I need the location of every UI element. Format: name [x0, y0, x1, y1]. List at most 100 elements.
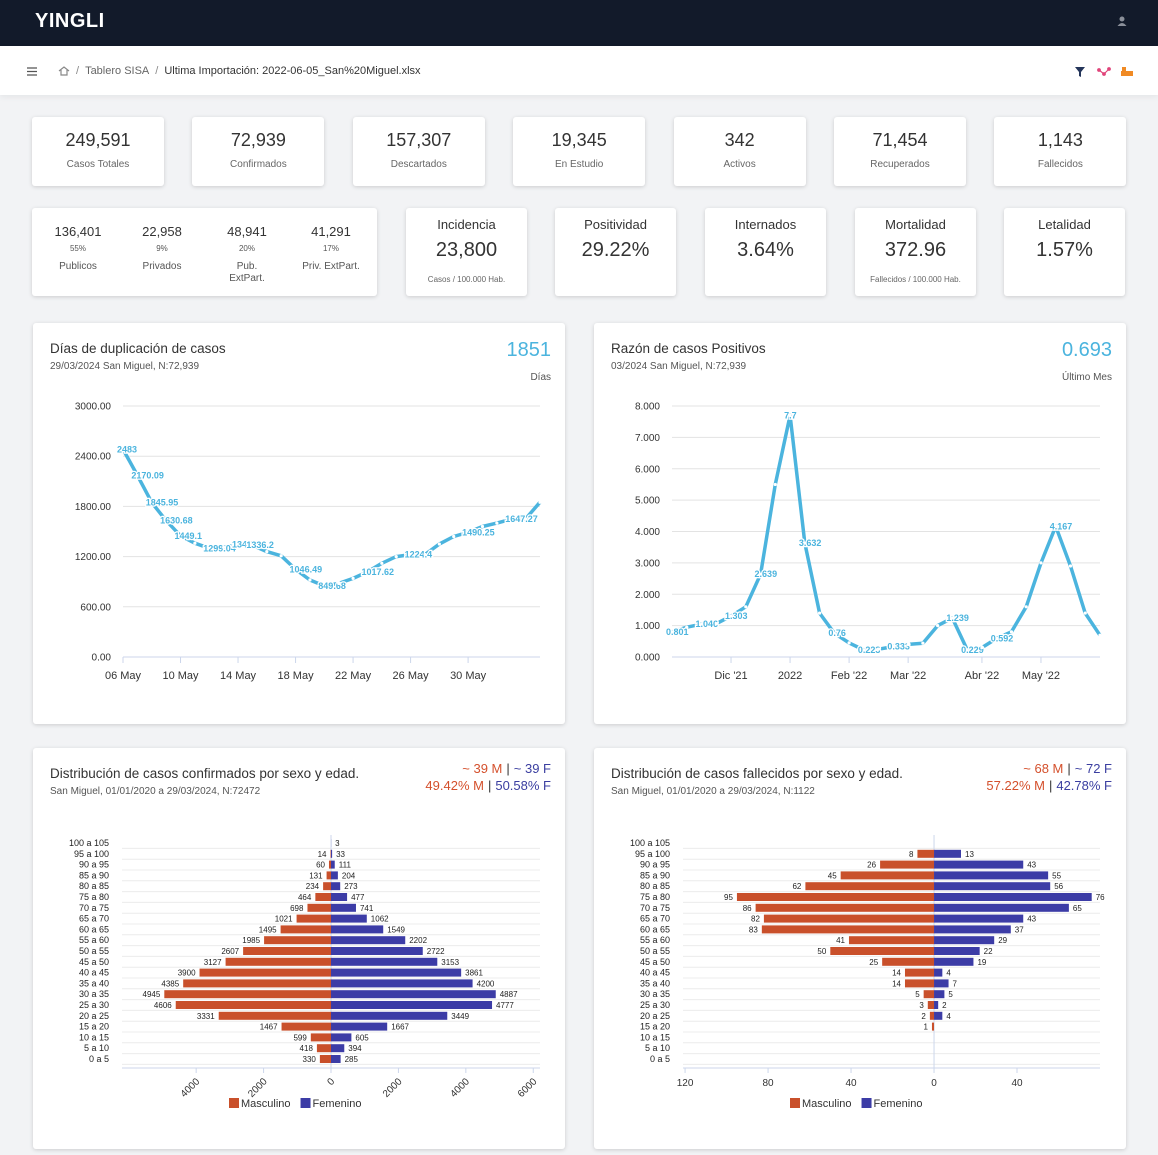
category-label: 90 a 95: [79, 860, 109, 870]
home-icon[interactable]: [58, 66, 70, 76]
point: [1068, 564, 1073, 568]
data-label: 60: [316, 861, 325, 870]
bar: [934, 849, 961, 858]
legend-swatch: [300, 1098, 311, 1108]
bar: [218, 1011, 331, 1020]
data-label: 3: [335, 839, 340, 848]
data-label: 605: [355, 1033, 369, 1042]
stat-f-pct: 42.78% F: [1056, 778, 1112, 793]
breadcrumb-item: Ultima Importación: 2022-06-05_San%20Mig…: [164, 65, 421, 77]
x-tick-label: 10 May: [162, 670, 199, 682]
point: [193, 541, 197, 545]
data-label: 1630.68: [160, 516, 193, 526]
data-label: 2: [942, 1001, 947, 1010]
sector-item: 41,291 17% Priv. ExtPart.: [291, 224, 371, 273]
data-label: 1046.49: [290, 564, 323, 574]
indicator-title: Internados: [734, 217, 797, 232]
point: [877, 647, 881, 651]
bar: [175, 1001, 331, 1009]
bar: [280, 925, 331, 934]
x-tick-label: 80: [762, 1078, 774, 1089]
bar: [805, 882, 935, 891]
kpi-card: 1,143 Fallecidos: [994, 117, 1127, 186]
point: [1009, 630, 1014, 634]
data-label: 1845.95: [146, 498, 179, 508]
x-tick-label: 6000: [516, 1076, 540, 1100]
data-label: 1985: [242, 936, 260, 945]
data-label: 19: [977, 958, 986, 967]
point: [699, 622, 704, 626]
indicator-note: Casos / 100.000 Hab.: [427, 275, 506, 284]
data-label: 1: [924, 1023, 929, 1032]
bar: [923, 990, 935, 999]
point: [452, 534, 456, 539]
sector-label: Privados: [142, 261, 182, 272]
point: [788, 413, 792, 418]
bar: [934, 893, 1092, 901]
data-label: 86: [743, 904, 752, 913]
data-label: 0.229: [961, 645, 984, 655]
point: [744, 605, 748, 609]
bar: [310, 1033, 331, 1042]
data-label: 0.801: [666, 627, 689, 637]
category-label: 35 a 40: [640, 978, 670, 988]
bar: [331, 1055, 341, 1063]
point: [1083, 611, 1087, 615]
indicator-card: Positividad 29.22%: [555, 208, 676, 296]
category-label: 10 a 15: [79, 1032, 109, 1042]
x-tick-label: 2022: [778, 670, 802, 682]
kpi-label: Fallecidos: [1037, 159, 1083, 170]
bar: [331, 893, 348, 901]
bar: [934, 925, 1011, 934]
point: [1024, 605, 1028, 609]
data-label: 22: [984, 947, 993, 956]
category-label: 80 a 85: [79, 881, 109, 891]
breadcrumb-bar: / Tablero SISA / Ultima Importación: 2022-0…: [0, 46, 1158, 95]
menu-icon[interactable]: [27, 67, 37, 76]
y-tick-label: 1.000: [635, 621, 660, 632]
data-label: 698: [290, 904, 304, 913]
data-label: 56: [1054, 882, 1063, 891]
category-label: 75 a 80: [640, 892, 670, 902]
category-label: 10 a 15: [640, 1032, 670, 1042]
legend-swatch: [861, 1098, 872, 1108]
category-label: 40 a 45: [640, 968, 670, 978]
data-label: 3.632: [799, 538, 822, 548]
point: [1054, 524, 1058, 528]
category-label: 60 a 65: [79, 924, 109, 934]
x-tick-label: 14 May: [220, 670, 257, 682]
stat-f-age: ~ 39 F: [514, 761, 551, 776]
y-tick-label: 0.00: [92, 653, 112, 664]
bar: [934, 914, 1024, 923]
bar: [331, 860, 335, 869]
chart-title: Distribución de casos fallecidos por sex…: [611, 766, 903, 781]
y-tick-label: 6.000: [635, 464, 660, 475]
y-tick-label: 600.00: [80, 602, 111, 613]
y-tick-label: 3.000: [635, 558, 660, 569]
data-label: 5: [915, 990, 920, 999]
category-label: 0 a 5: [650, 1054, 670, 1064]
bar: [934, 871, 1049, 880]
user-icon[interactable]: [1116, 15, 1128, 27]
point: [437, 542, 441, 546]
category-label: 20 a 25: [640, 1011, 670, 1021]
sector-pct: 55%: [69, 244, 86, 253]
kpi-label: Confirmados: [230, 159, 287, 170]
bar: [307, 903, 331, 912]
kpi-label: Recuperados: [870, 159, 930, 170]
y-tick-label: 4.000: [635, 527, 660, 538]
category-label: 85 a 90: [79, 870, 109, 880]
data-label: 234: [306, 882, 320, 891]
sector-value: 41,291: [311, 224, 351, 239]
bar: [904, 979, 935, 988]
chart-card: Días de duplicación de casos 29/03/2024 S…: [33, 323, 565, 724]
data-label: 418: [300, 1044, 314, 1053]
data-label: 14: [318, 850, 327, 859]
bar: [880, 860, 935, 869]
bar: [225, 957, 331, 966]
toolbar-icons[interactable]: [1074, 66, 1140, 78]
bar: [917, 849, 935, 858]
sector-pct: 17%: [322, 244, 339, 253]
category-label: 5 a 10: [84, 1043, 109, 1053]
kpi-label: Descartados: [390, 159, 447, 170]
